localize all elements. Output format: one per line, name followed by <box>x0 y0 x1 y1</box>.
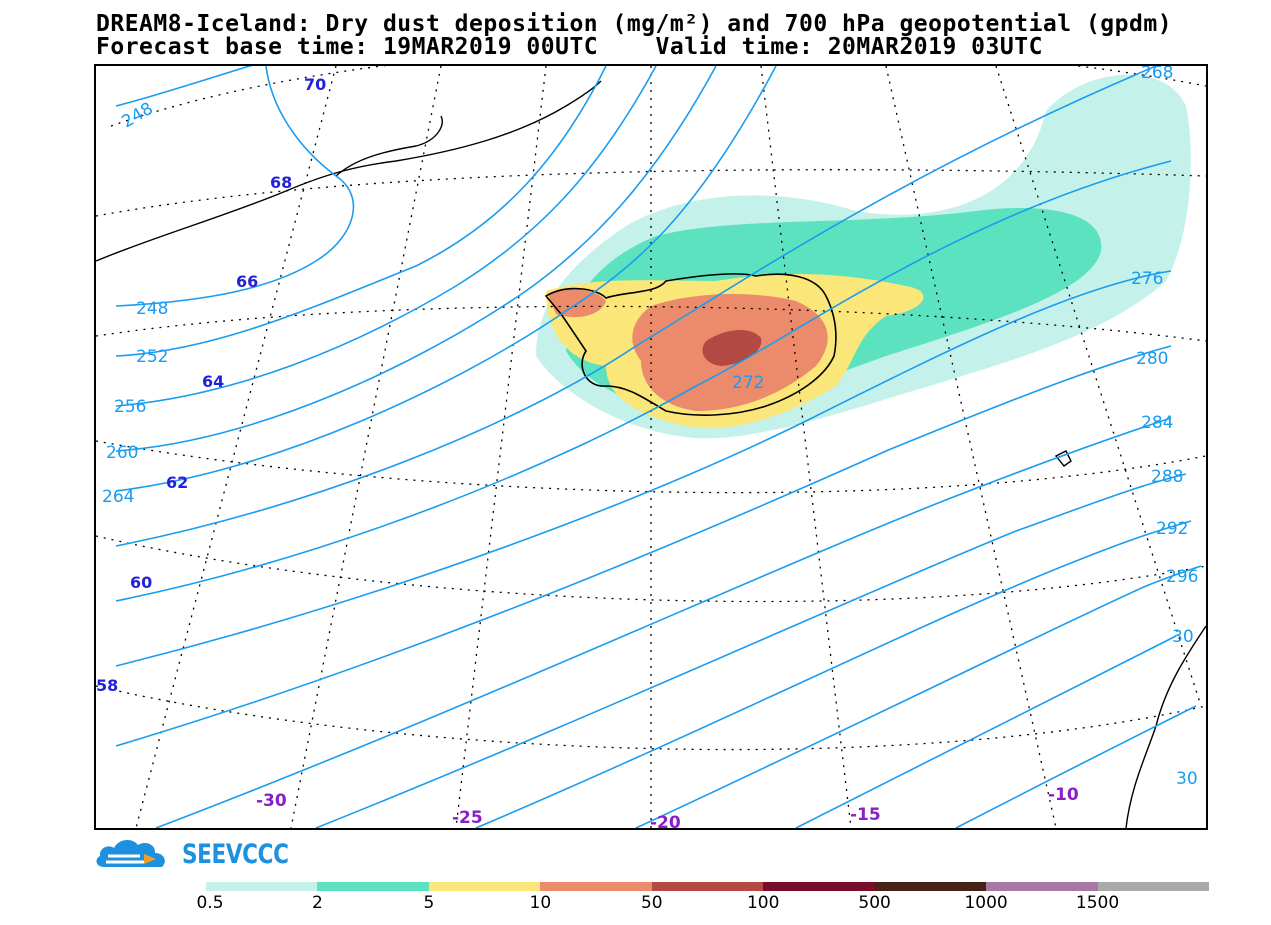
scotland-coast <box>1125 625 1206 828</box>
map-panel: 248 248 252 256 260 264 268 272 276 280 … <box>94 64 1208 830</box>
isoline-label: 284 <box>1141 413 1173 433</box>
legend-swatch <box>763 882 875 891</box>
longitude-label: -15 <box>850 805 881 825</box>
legend-swatch <box>428 882 541 891</box>
legend-label: 100 <box>746 893 780 913</box>
color-legend-labels: 0.5 2 5 10 50 100 500 1000 1500 <box>0 893 1271 915</box>
legend-swatch <box>986 882 1098 891</box>
isoline-label: 288 <box>1151 467 1183 487</box>
map-canvas: 248 248 252 256 260 264 268 272 276 280 … <box>96 66 1206 828</box>
isoline-label: 268 <box>1141 66 1173 83</box>
legend-label: 10 <box>529 893 552 913</box>
legend-swatch <box>651 882 764 891</box>
latitude-label: 62 <box>166 473 188 492</box>
isoline-label: 276 <box>1131 269 1163 289</box>
legend-label: 1500 <box>1075 893 1120 913</box>
latitude-label: 66 <box>236 272 258 291</box>
coastlines <box>96 80 1206 828</box>
greenland-coast-inner <box>335 115 443 177</box>
isoline-label: 264 <box>102 487 134 507</box>
map-subtitle: Forecast base time: 19MAR2019 00UTC Vali… <box>96 34 1043 60</box>
latitude-label: 60 <box>130 573 152 592</box>
geopotential-isolines <box>115 66 1202 828</box>
legend-label: 5 <box>423 893 435 913</box>
latitude-labels: 70 68 66 64 62 60 58 <box>96 75 326 695</box>
isoline-label: 30 <box>1176 769 1198 789</box>
latitude-label: 58 <box>96 676 118 695</box>
legend-label: 50 <box>640 893 663 913</box>
longitude-label: -20 <box>650 813 681 828</box>
isoline-label: 252 <box>136 347 168 367</box>
iceland-coast <box>544 273 837 416</box>
isoline-label: 280 <box>1136 349 1168 369</box>
dust-deposition-field <box>536 74 1191 439</box>
isoline-label: 256 <box>114 397 146 417</box>
longitude-labels: -30 -25 -20 -15 -10 <box>256 785 1079 828</box>
legend-label: 0.5 <box>196 893 224 913</box>
isoline-label: 292 <box>1156 519 1188 539</box>
dust-band-yellow-east <box>816 283 921 318</box>
faroe-islands <box>1054 450 1072 467</box>
legend-label: 2 <box>312 893 323 913</box>
longitude-label: -30 <box>256 791 287 811</box>
legend-label: 1000 <box>964 893 1008 913</box>
latitude-label: 68 <box>270 173 292 192</box>
isoline-label: 296 <box>1166 567 1198 587</box>
latitude-label: 70 <box>304 75 326 94</box>
seevccc-logo: SEEVCCC <box>94 836 315 872</box>
graticule <box>96 66 1206 828</box>
longitude-label: -25 <box>452 808 483 828</box>
dust-band-50 <box>702 330 762 366</box>
latitude-label: 64 <box>202 372 224 391</box>
legend-label: 500 <box>858 893 891 913</box>
legend-swatch <box>206 882 318 891</box>
isoline-label: 248 <box>136 299 168 319</box>
isoline-label: 30 <box>1172 627 1194 647</box>
longitude-label: -10 <box>1048 785 1079 805</box>
cloud-logo-icon <box>96 839 165 867</box>
logo-text: SEEVCCC <box>182 838 289 870</box>
legend-swatch <box>540 882 652 891</box>
legend-swatch <box>874 882 987 891</box>
greenland-coast <box>96 80 602 262</box>
color-legend-bar <box>206 882 1209 891</box>
legend-swatch <box>317 882 429 891</box>
isoline-label: 260 <box>106 443 138 463</box>
legend-swatch <box>1097 882 1209 891</box>
isoline-label: 272 <box>732 373 764 393</box>
map-title: DREAM8-Iceland: Dry dust deposition (mg/… <box>96 11 1173 37</box>
